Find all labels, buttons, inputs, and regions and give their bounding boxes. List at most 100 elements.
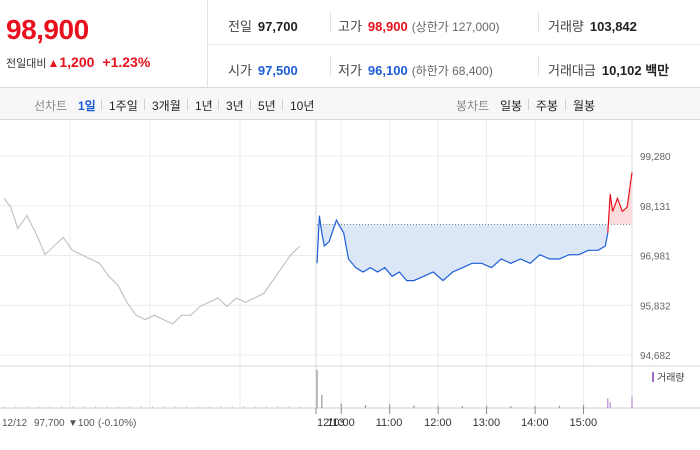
candle-daily-button[interactable]: 일봉: [500, 99, 523, 113]
volume-bar: [461, 406, 463, 408]
change-row: 전일대비▲1,200 +1.23%: [6, 54, 150, 71]
quote-header: 98,900 전일대비▲1,200 +1.23% 전일 97,700 고가 98,90…: [0, 0, 700, 88]
trade-value-stat: 거래대금 10,102 백만: [548, 60, 669, 79]
volume-bar: [254, 406, 256, 408]
volume-bar: [220, 406, 222, 408]
divider: [538, 56, 539, 76]
open-label: 시가: [228, 63, 252, 78]
prev-close-value: 97,700: [257, 19, 298, 34]
divider: [250, 99, 251, 110]
volume-bar: [437, 405, 439, 408]
prev-day-price-line: [3, 198, 301, 325]
y-tick-label: 95,832: [640, 301, 671, 312]
volume-label: 거래량: [548, 19, 584, 34]
prev-close-stat: 전일 97,700: [228, 16, 298, 35]
trade-value-label: 거래대금: [548, 63, 596, 78]
line-chart-label: 선차트: [34, 99, 68, 113]
above-baseline-fill: [607, 172, 632, 225]
period-1w-button[interactable]: 1주일: [109, 99, 138, 113]
volume-bar: [15, 406, 17, 408]
change-amount: 1,200: [59, 54, 95, 70]
volume-bar: [558, 405, 560, 408]
volume-bar: [534, 406, 536, 408]
volume-legend-swatch: [652, 372, 654, 382]
change-label: 전일대비: [6, 58, 47, 70]
volume-bar: [316, 370, 318, 408]
period-3y-button[interactable]: 3년: [226, 99, 244, 113]
divider: [528, 99, 529, 110]
divider: [282, 99, 283, 110]
today-price-line-up: [607, 172, 633, 234]
volume-bar: [486, 405, 488, 408]
grid: [0, 120, 700, 409]
period-1y-button[interactable]: 1년: [195, 99, 213, 113]
volume-bar: [510, 406, 512, 408]
divider: [565, 99, 566, 110]
candle-monthly-button[interactable]: 월봉: [573, 99, 596, 113]
y-tick-label: 99,280: [640, 152, 671, 163]
volume-bar: [607, 398, 609, 408]
divider: [101, 99, 102, 110]
today-price-line: [316, 215, 609, 282]
y-tick-label: 94,682: [640, 351, 671, 362]
prev-day-summary: 12/12 97,700 ▼100 (-0.10%): [2, 418, 136, 429]
volume-bar: [174, 406, 176, 408]
prev-day-date: 12/12: [2, 418, 27, 429]
volume-bar: [38, 406, 40, 408]
volume-bar: [389, 404, 391, 408]
x-tick-label: 12:00: [424, 417, 452, 429]
prev-close-label: 전일: [228, 19, 252, 34]
period-3m-button[interactable]: 3개월: [152, 99, 181, 113]
volume-bars: [4, 370, 633, 408]
volume-bar: [140, 406, 142, 408]
x-tick-label: 13:00: [473, 417, 501, 429]
volume-stat: 거래량 103,842: [548, 16, 637, 35]
x-tick-label: 11:00: [376, 417, 403, 429]
period-10y-button[interactable]: 10년: [290, 99, 315, 113]
y-tick-label: 96,981: [640, 252, 671, 263]
volume-bar: [265, 406, 267, 408]
divider: [218, 99, 219, 110]
volume-bar: [277, 406, 279, 408]
prev-day-change: ▼100: [68, 418, 95, 429]
intraday-chart: 99,280 98,131 96,981 95,832 94,682 12/1310:0…: [0, 120, 700, 429]
volume-bar: [26, 406, 28, 408]
lower-limit: (하한가 68,400): [411, 64, 493, 78]
volume-bar: [129, 406, 131, 408]
upper-limit: (상한가 127,000): [411, 20, 500, 34]
change-rate: +1.23%: [102, 54, 151, 70]
prev-day-close: 97,700: [34, 418, 65, 429]
volume-bar: [4, 406, 5, 408]
period-1d-button[interactable]: 1일: [78, 99, 96, 113]
row-divider: [208, 44, 700, 45]
volume-bar: [72, 406, 74, 408]
divider: [144, 99, 145, 110]
volume-bar: [95, 406, 97, 408]
candle-weekly-button[interactable]: 주봉: [536, 99, 559, 113]
y-tick-label: 98,131: [640, 202, 671, 213]
candle-chart-label: 봉차트: [456, 99, 490, 113]
below-baseline-fill: [317, 224, 608, 281]
prev-day-rate: (-0.10%): [98, 418, 136, 429]
volume-bar: [152, 406, 153, 408]
x-tick-label: 14:00: [521, 417, 549, 429]
volume-bar: [364, 404, 367, 408]
volume-bar: [340, 403, 342, 408]
volume-bar: [197, 406, 199, 408]
x-tick-label-date: 12/13: [317, 417, 345, 429]
current-price: 98,900: [6, 14, 89, 45]
volume-bar: [243, 406, 245, 408]
x-tick-label: 10:00: [327, 417, 355, 429]
volume-bar: [413, 405, 415, 408]
divider: [330, 56, 331, 76]
up-triangle-icon: ▲: [47, 56, 60, 70]
volume-bar: [582, 404, 585, 408]
volume-bar: [231, 406, 233, 408]
volume-bar: [163, 406, 165, 408]
y-axis: 99,280 98,131 96,981 95,832 94,682: [640, 152, 671, 362]
volume-legend: 거래량: [652, 372, 685, 384]
volume-bar: [49, 406, 51, 408]
divider: [187, 99, 188, 110]
period-5y-button[interactable]: 5년: [258, 99, 276, 113]
high-label: 고가: [338, 19, 362, 34]
